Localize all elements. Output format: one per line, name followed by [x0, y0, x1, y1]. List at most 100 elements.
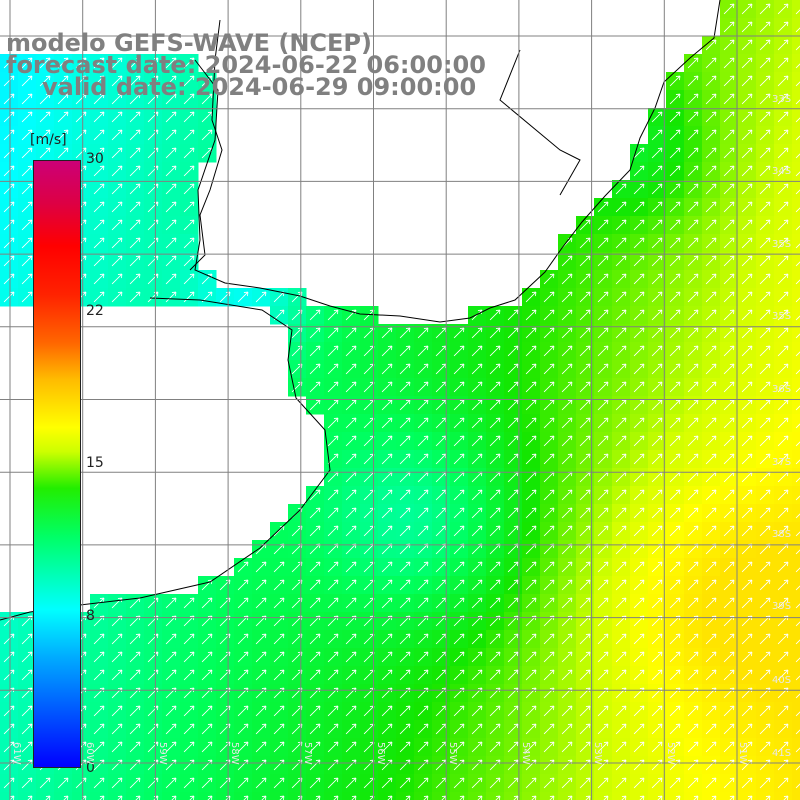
wind-arrow	[795, 207, 800, 213]
wind-arrow	[471, 741, 483, 753]
wind-arrow	[651, 255, 663, 267]
wind-speed-cell	[792, 72, 800, 91]
wind-arrow	[399, 399, 411, 411]
wind-speed-cell	[792, 36, 800, 55]
wind-arrow	[615, 705, 627, 717]
wind-arrow	[795, 117, 800, 123]
wind-arrow	[723, 525, 735, 537]
wind-arrow	[543, 777, 555, 789]
wind-speed-cell	[792, 666, 800, 685]
lon-label-59w: 59W	[157, 742, 168, 765]
wind-arrow	[777, 561, 789, 573]
wind-arrow	[525, 435, 537, 447]
wind-arrow	[561, 327, 573, 339]
wind-arrow	[597, 201, 609, 213]
wind-arrow	[759, 345, 771, 357]
wind-arrow	[669, 507, 681, 519]
wind-arrow	[381, 507, 393, 519]
wind-arrow	[669, 219, 681, 231]
wind-arrow	[57, 777, 69, 789]
wind-arrow	[633, 183, 645, 195]
wind-arrow	[345, 597, 357, 609]
wind-arrow	[111, 147, 123, 159]
wind-arrow	[543, 669, 555, 681]
wind-arrow	[399, 525, 411, 537]
wind-arrow	[129, 219, 141, 231]
wind-arrow	[759, 777, 771, 789]
wind-arrow	[777, 255, 789, 267]
wind-arrow	[795, 711, 800, 717]
wind-arrow	[93, 165, 105, 177]
wind-arrow	[669, 273, 681, 285]
wind-arrow	[651, 525, 663, 537]
country-border	[189, 19, 223, 271]
wind-arrow	[93, 705, 105, 717]
wind-arrow	[39, 129, 51, 141]
wind-arrow	[687, 165, 699, 177]
wind-arrow	[759, 75, 771, 87]
wind-arrow	[417, 453, 429, 465]
wind-arrow	[633, 147, 645, 159]
wind-arrow	[489, 327, 501, 339]
wind-arrow	[633, 651, 645, 663]
wind-arrow	[561, 345, 573, 357]
wind-speed-cell	[18, 792, 37, 800]
wind-arrow	[525, 507, 537, 519]
wind-arrow	[633, 309, 645, 321]
wind-arrow	[327, 489, 339, 501]
wind-arrow	[633, 597, 645, 609]
wind-arrow	[45, 795, 51, 800]
wind-arrow	[759, 507, 771, 519]
wind-arrow	[489, 579, 501, 591]
wind-arrow	[453, 453, 465, 465]
wind-arrow	[315, 795, 321, 800]
wind-arrow	[327, 525, 339, 537]
wind-arrow	[795, 477, 800, 483]
wind-arrow	[471, 777, 483, 789]
wind-arrow	[345, 669, 357, 681]
wind-arrow	[309, 363, 321, 375]
wind-arrow	[777, 309, 789, 321]
wind-arrow	[795, 441, 800, 447]
wind-arrow	[579, 507, 591, 519]
wind-arrow	[777, 93, 789, 105]
wind-arrow	[453, 327, 465, 339]
wind-arrow	[3, 111, 15, 123]
wind-arrow	[165, 255, 177, 267]
wind-arrow	[237, 777, 249, 789]
wind-arrow	[183, 237, 195, 249]
wind-arrow	[525, 579, 537, 591]
wind-arrow	[417, 417, 429, 429]
wind-arrow	[543, 525, 555, 537]
wind-arrow	[21, 111, 33, 123]
wind-arrow	[723, 219, 735, 231]
wind-arrow	[759, 399, 771, 411]
wind-arrow	[327, 777, 339, 789]
wind-arrow	[597, 525, 609, 537]
wind-arrow	[651, 183, 663, 195]
wind-arrow	[147, 255, 159, 267]
lat-label-39s: 39S	[772, 601, 792, 612]
wind-arrow	[741, 273, 753, 285]
wind-arrow	[615, 345, 627, 357]
wind-arrow	[669, 93, 681, 105]
wind-arrow	[399, 651, 411, 663]
wind-arrow	[777, 525, 789, 537]
wind-arrow	[741, 669, 753, 681]
wind-arrow	[543, 273, 555, 285]
wind-arrow	[207, 795, 213, 800]
wind-arrow	[741, 633, 753, 645]
wind-arrow	[759, 435, 771, 447]
lon-label-57w: 57W	[302, 742, 313, 765]
wind-arrow	[759, 183, 771, 195]
wind-arrow	[669, 309, 681, 321]
wind-arrow	[399, 363, 411, 375]
wind-arrow	[705, 255, 717, 267]
wind-arrow	[399, 741, 411, 753]
wind-arrow	[165, 633, 177, 645]
wind-arrow	[381, 561, 393, 573]
wind-arrow	[669, 561, 681, 573]
wind-arrow	[453, 741, 465, 753]
forecast-date: forecast date: 2024-06-22 06:00:00	[6, 51, 486, 79]
wind-arrow	[603, 795, 609, 800]
